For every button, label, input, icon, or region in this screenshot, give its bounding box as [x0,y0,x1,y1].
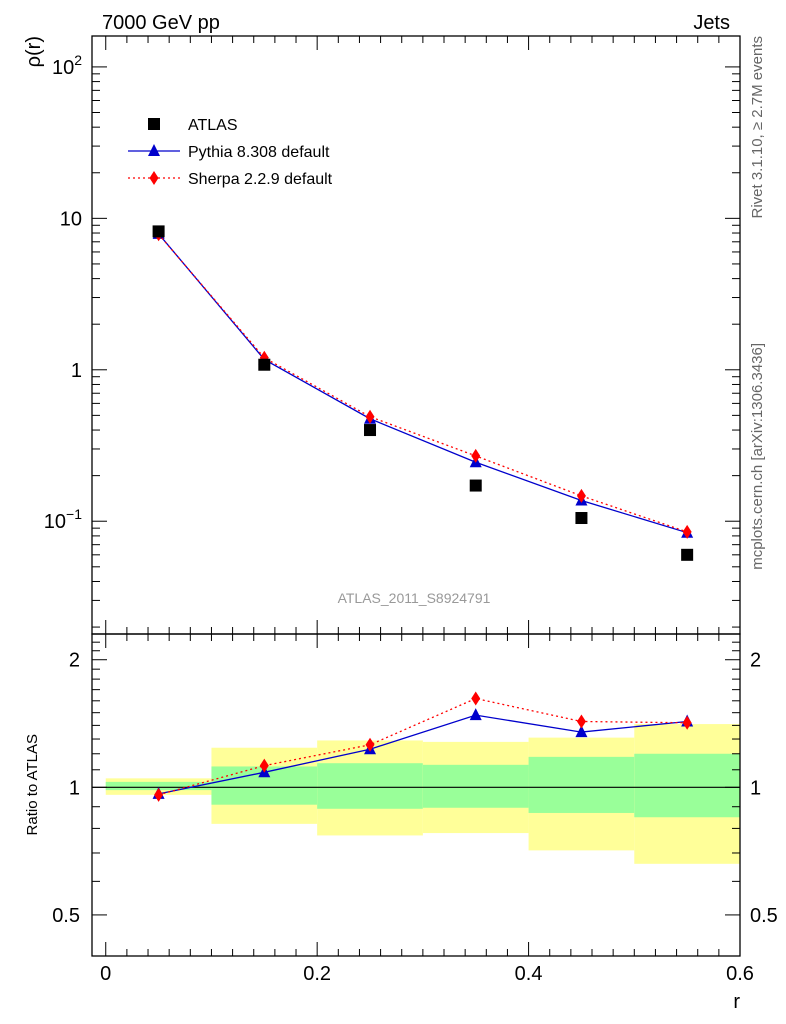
y-tick-label: 1 [71,360,82,382]
series-pythia-8-308-default-line [158,233,688,534]
series-sherpa-2-2-9-default-point [576,488,586,503]
x-tick-label: 0.2 [303,963,331,985]
ratio-plot: 0 0.2 0.4 0.6 r 0.5 0.5 1 1 2 2 Ratio to ATLAS [24,633,778,1013]
ratio-series-sherpa-2-2-9-default-point [154,787,164,802]
main-plot: 10−1 1 10 102 ρ(r) ATLAS Pythia 8.308 default S… [23,35,741,635]
ratio-y-axis-title: Ratio to ATLAS [24,734,41,835]
y-tick-label: 10−1 [44,506,82,533]
ratio-band-green-3 [422,764,529,808]
x-axis-title: r [733,991,740,1013]
mcplots-label: mcplots.cern.ch [arXiv:1306.3436] [749,343,766,570]
legend-label: ATLAS [188,117,238,134]
legend-marker [149,171,159,185]
ratio-y-tick-label: 2 [69,650,80,672]
series-sherpa-2-2-9-default-point [471,448,481,463]
x-tick-label: 0.4 [515,963,543,985]
ratio-y-tick-label-right: 2 [750,650,761,672]
header-right: Jets [693,12,730,34]
y-tick-label: 10 [60,208,82,230]
series-atlas-point [152,225,165,238]
ratio-band-green-2 [317,763,423,809]
series-atlas-point [469,479,482,492]
ratio-band-green-0 [105,781,212,791]
ratio-frame [91,633,741,957]
series-sherpa-2-2-9-default-point [365,409,375,424]
x-tick-label: 0 [100,963,111,985]
rivet-label: Rivet 3.1.10, ≥ 2.7M events [749,36,766,219]
y-tick-label: 102 [52,52,82,79]
ratio-series-sherpa-2-2-9-default-point [576,714,586,729]
legend-marker [148,118,160,130]
legend-label: Sherpa 2.2.9 default [188,171,333,188]
series-atlas-point [364,424,377,437]
ratio-series-sherpa-2-2-9-default-point [365,737,375,752]
x-tick-label: 0.6 [726,963,754,985]
ratio-series-sherpa-2-2-9-default-point [471,691,481,706]
series-atlas-point [575,512,588,525]
ratio-band-green-5 [634,753,740,818]
y-axis-title: ρ(r) [23,36,45,67]
ratio-series-pythia-8-308-default-point [469,708,482,721]
series-sherpa-2-2-9-default-point [682,524,692,539]
ratio-y-tick-label-right: 0.5 [750,905,778,927]
legend-marker [148,144,160,156]
watermark: ATLAS_2011_S8924791 [338,590,491,606]
legend-label: Pythia 8.308 default [188,144,330,161]
ratio-y-tick-label: 0.5 [52,905,80,927]
header-left: 7000 GeV pp [102,12,220,34]
ratio-band-green-4 [528,756,635,813]
series-atlas-point [258,358,271,371]
series-sherpa-2-2-9-default-line [158,233,688,533]
ratio-series-pythia-8-308-default-line [158,714,688,795]
ratio-series-sherpa-2-2-9-default-point [682,715,692,730]
series-atlas-point [681,548,694,561]
ratio-series-sherpa-2-2-9-default-point [259,758,269,773]
ratio-y-tick-label-right: 1 [750,777,761,799]
ratio-series-sherpa-2-2-9-default-line [158,697,688,796]
ratio-series-pythia-8-308-default-point [575,725,588,738]
ratio-y-tick-label: 1 [69,777,80,799]
